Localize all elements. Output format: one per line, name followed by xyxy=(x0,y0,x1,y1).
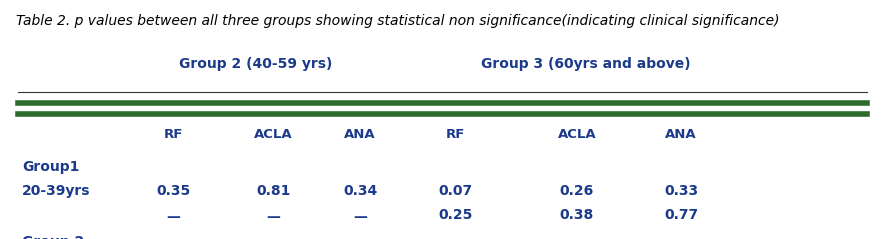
Text: RF: RF xyxy=(446,128,466,141)
Text: 20-39yrs: 20-39yrs xyxy=(22,184,90,198)
Text: ANA: ANA xyxy=(344,128,376,141)
Text: —: — xyxy=(166,210,181,224)
Text: 0.81: 0.81 xyxy=(256,184,290,198)
Text: 0.33: 0.33 xyxy=(664,184,698,198)
Text: 0.34: 0.34 xyxy=(343,184,377,198)
Text: Group 3 (60yrs and above): Group 3 (60yrs and above) xyxy=(481,57,690,71)
Text: RF: RF xyxy=(164,128,183,141)
Text: Group1: Group1 xyxy=(22,160,80,174)
Text: —: — xyxy=(353,210,367,224)
Text: ANA: ANA xyxy=(666,128,696,141)
Text: ACLA: ACLA xyxy=(558,128,596,141)
Text: 0.77: 0.77 xyxy=(664,208,698,222)
Text: Group 2: Group 2 xyxy=(22,235,84,239)
Text: 0.26: 0.26 xyxy=(560,184,594,198)
Text: ACLA: ACLA xyxy=(254,128,293,141)
Text: Group 2 (40-59 yrs): Group 2 (40-59 yrs) xyxy=(180,57,333,71)
Text: 0.07: 0.07 xyxy=(438,184,473,198)
Text: Table 2. p values between all three groups showing statistical non significance(: Table 2. p values between all three grou… xyxy=(16,14,780,28)
Text: 0.38: 0.38 xyxy=(560,208,594,222)
Text: —: — xyxy=(266,210,281,224)
Text: 0.35: 0.35 xyxy=(157,184,191,198)
Text: 0.25: 0.25 xyxy=(438,208,473,222)
